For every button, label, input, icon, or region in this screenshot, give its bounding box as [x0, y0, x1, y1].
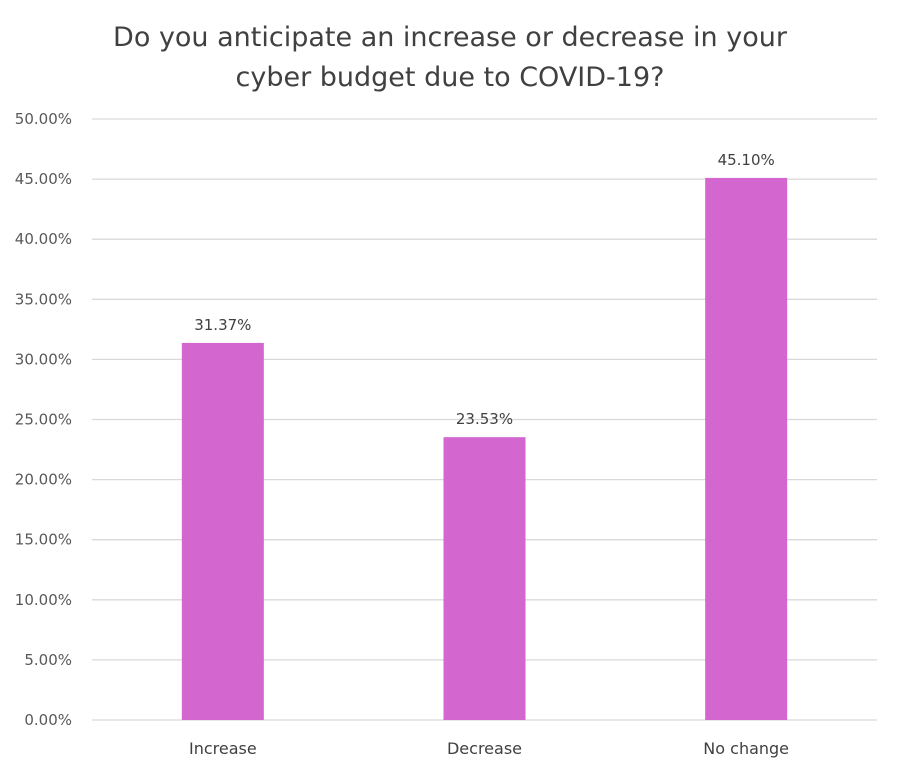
y-axis-tick-labels: 0.00% 5.00% 10.00% 15.00% 20.00% 25.00% 30.00%…	[15, 110, 72, 729]
data-labels: 31.37% 23.53% 45.10%	[194, 151, 775, 428]
y-tick-label: 0.00%	[24, 711, 72, 729]
data-label: 31.37%	[194, 316, 251, 334]
chart-title-line-2: cyber budget due to COVID-19?	[236, 62, 665, 93]
y-tick-label: 30.00%	[15, 350, 72, 368]
x-axis-category-labels: Increase Decrease No change	[189, 739, 789, 758]
y-tick-label: 40.00%	[15, 230, 72, 248]
y-tick-label: 35.00%	[15, 290, 72, 308]
bars	[181, 177, 788, 720]
y-tick-label: 10.00%	[15, 591, 72, 609]
data-label: 45.10%	[718, 151, 775, 169]
data-label: 23.53%	[456, 410, 513, 428]
bar-decrease	[443, 437, 526, 720]
chart-title-line-1: Do you anticipate an increase or decreas…	[113, 22, 788, 53]
y-tick-label: 25.00%	[15, 411, 72, 429]
x-category-label: Increase	[189, 739, 257, 758]
y-tick-label: 15.00%	[15, 531, 72, 549]
x-category-label: Decrease	[447, 739, 522, 758]
y-tick-label: 20.00%	[15, 471, 72, 489]
bar-increase	[181, 342, 264, 720]
x-category-label: No change	[703, 739, 789, 758]
bar-no-change	[705, 177, 788, 720]
y-tick-label: 45.00%	[15, 170, 72, 188]
y-tick-label: 5.00%	[24, 651, 72, 669]
chart-title: Do you anticipate an increase or decreas…	[113, 22, 788, 93]
y-tick-label: 50.00%	[15, 110, 72, 128]
